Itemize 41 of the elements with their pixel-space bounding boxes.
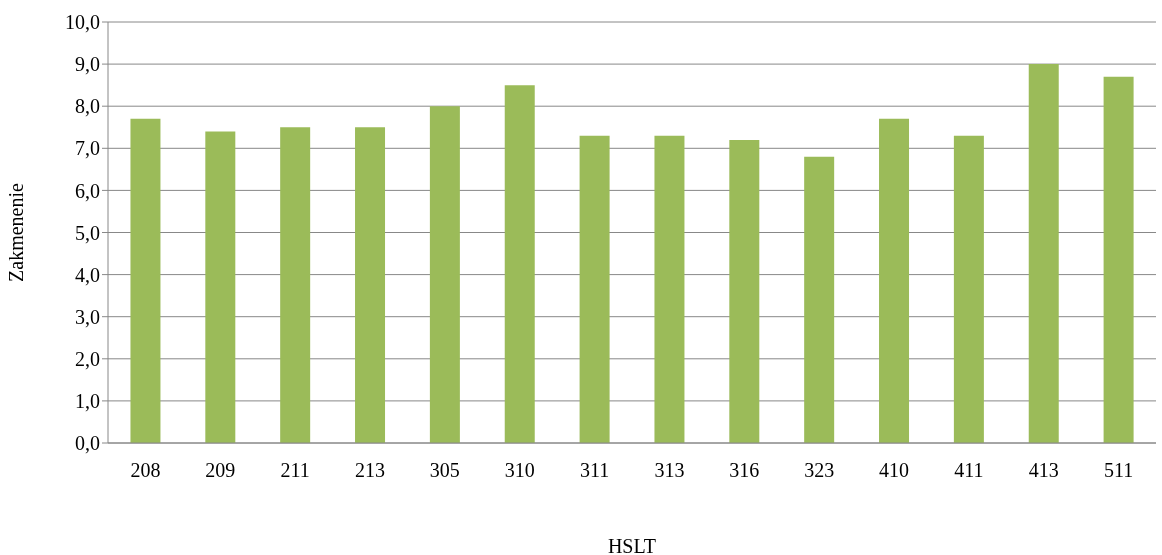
y-tick-label: 6,0 [75, 179, 100, 202]
x-tick-label: 313 [654, 459, 685, 482]
x-tick-label: 410 [879, 459, 909, 482]
bar [429, 106, 460, 443]
bar [953, 135, 984, 443]
y-tick-label: 2,0 [75, 347, 100, 370]
x-tick-label: 213 [355, 459, 385, 482]
bar [729, 139, 760, 443]
x-tick-label: 211 [280, 459, 310, 482]
y-tick-label: 0,0 [75, 432, 100, 455]
bar [130, 118, 161, 443]
bar [355, 127, 386, 443]
y-tick-label: 4,0 [75, 263, 100, 286]
x-tick-label: 208 [130, 459, 161, 482]
x-tick-label: 311 [579, 459, 610, 482]
bar [804, 156, 835, 443]
bar [280, 127, 311, 443]
y-tick-label: 5,0 [75, 221, 100, 244]
x-axis-title: HSLT [607, 535, 657, 555]
y-tick-label: 10,0 [65, 11, 100, 34]
bar [504, 85, 535, 443]
x-tick-label: 413 [1028, 459, 1059, 482]
y-tick-label: 3,0 [75, 305, 100, 328]
y-tick-label: 8,0 [75, 95, 100, 118]
bar [654, 135, 685, 443]
x-tick-label: 411 [954, 459, 984, 482]
x-tick-label: 305 [429, 459, 460, 482]
bar [579, 135, 610, 443]
x-tick-label: 310 [504, 459, 535, 482]
x-tick-label: 511 [1103, 459, 1134, 482]
bar [205, 131, 236, 443]
bar [1103, 76, 1134, 443]
y-tick-label: 7,0 [75, 137, 100, 160]
bar [1028, 64, 1059, 443]
bar [879, 118, 910, 443]
y-tick-label: 1,0 [75, 390, 100, 412]
y-tick-label: 9,0 [75, 53, 100, 76]
x-tick-label: 209 [205, 459, 236, 482]
x-tick-label: 316 [729, 459, 760, 482]
x-tick-label: 323 [804, 459, 835, 482]
y-axis-title: Zakmenenie [5, 182, 28, 282]
